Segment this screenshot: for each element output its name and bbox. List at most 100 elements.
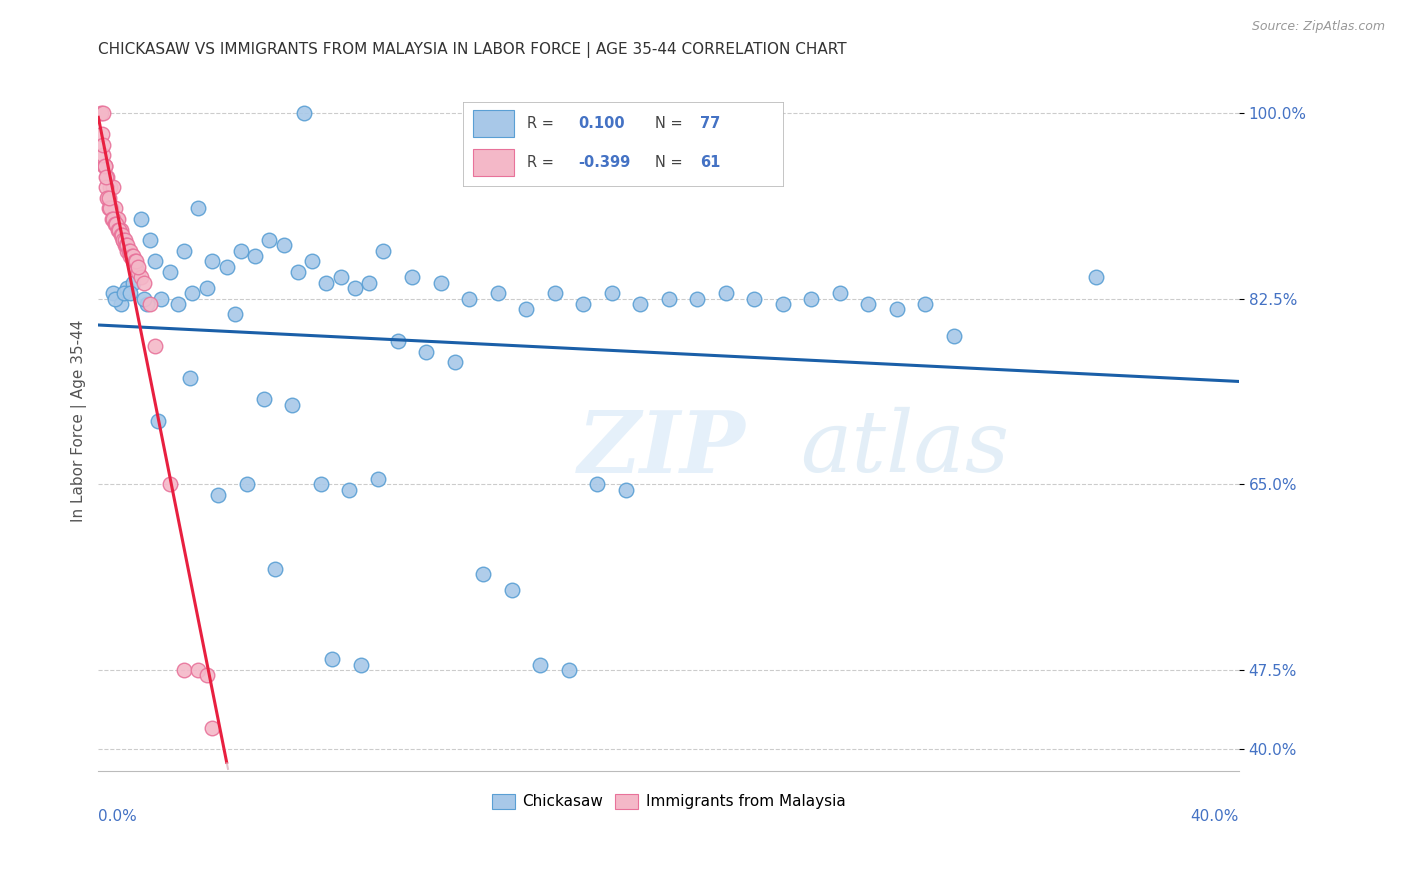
Point — [91, 106, 114, 120]
Point — [129, 211, 152, 226]
Point — [107, 211, 129, 226]
Point — [107, 222, 129, 236]
Point — [101, 180, 124, 194]
Point — [96, 191, 118, 205]
Point — [100, 202, 122, 216]
Point — [115, 244, 138, 258]
Point — [135, 297, 157, 311]
Point — [195, 281, 218, 295]
Point — [235, 477, 257, 491]
Point — [529, 657, 551, 672]
Point — [138, 297, 160, 311]
Point — [96, 169, 118, 184]
Point — [292, 106, 315, 120]
Point — [115, 281, 138, 295]
Point — [800, 292, 823, 306]
Point — [150, 292, 173, 306]
Point — [121, 254, 143, 268]
Point — [515, 302, 537, 317]
Point — [114, 238, 136, 252]
Point — [96, 180, 118, 194]
Point — [124, 260, 146, 274]
Point — [181, 286, 204, 301]
Point — [104, 202, 127, 216]
Point — [129, 270, 152, 285]
Point — [315, 276, 337, 290]
Point — [187, 663, 209, 677]
Point — [145, 254, 167, 268]
Point — [101, 211, 124, 226]
Point — [127, 260, 149, 274]
Point — [118, 286, 141, 301]
Point — [121, 276, 143, 290]
Point — [97, 191, 120, 205]
Point — [93, 159, 115, 173]
Point — [105, 217, 128, 231]
Point — [98, 202, 121, 216]
Point — [101, 211, 124, 226]
Point — [329, 270, 352, 285]
Point — [148, 413, 170, 427]
Point — [98, 180, 121, 194]
Point — [187, 202, 209, 216]
Point — [179, 371, 201, 385]
Point — [115, 238, 138, 252]
Text: 0.0%: 0.0% — [98, 809, 138, 824]
Point — [224, 308, 246, 322]
Point — [658, 292, 681, 306]
Point — [104, 292, 127, 306]
Point — [97, 191, 120, 205]
Point — [98, 202, 121, 216]
Point — [472, 567, 495, 582]
Point — [337, 483, 360, 497]
Point — [110, 227, 132, 242]
Point — [443, 355, 465, 369]
Point — [93, 148, 115, 162]
Point — [127, 265, 149, 279]
Point — [301, 254, 323, 268]
Point — [145, 339, 167, 353]
Point — [259, 233, 281, 247]
Point — [114, 233, 136, 247]
Point — [110, 297, 132, 311]
Point — [110, 222, 132, 236]
Point — [173, 663, 195, 677]
Legend: Chickasaw, Immigrants from Malaysia: Chickasaw, Immigrants from Malaysia — [485, 788, 852, 815]
Point — [686, 292, 709, 306]
Point — [367, 472, 389, 486]
Y-axis label: In Labor Force | Age 35-44: In Labor Force | Age 35-44 — [72, 319, 87, 522]
Point — [124, 254, 146, 268]
Point — [343, 281, 366, 295]
Point — [132, 276, 155, 290]
Point — [94, 159, 117, 173]
Point — [586, 477, 609, 491]
Point — [201, 721, 224, 735]
Point — [614, 483, 637, 497]
Point — [103, 211, 125, 226]
Point — [401, 270, 423, 285]
Point — [253, 392, 276, 407]
Point — [886, 302, 908, 317]
Point — [558, 663, 581, 677]
Point — [281, 398, 304, 412]
Point — [501, 583, 523, 598]
Point — [125, 254, 148, 268]
Point — [321, 652, 343, 666]
Point — [742, 292, 765, 306]
Point — [122, 249, 145, 263]
Point — [1085, 270, 1108, 285]
Point — [415, 344, 437, 359]
Point — [94, 169, 117, 184]
Point — [159, 477, 181, 491]
Point — [124, 260, 146, 274]
Point — [458, 292, 481, 306]
Point — [600, 286, 623, 301]
Point — [173, 244, 195, 258]
Point — [111, 233, 134, 247]
Point — [287, 265, 309, 279]
Point — [121, 249, 143, 263]
Point — [273, 238, 295, 252]
Point — [167, 297, 190, 311]
Point — [111, 227, 134, 242]
Point — [201, 254, 224, 268]
